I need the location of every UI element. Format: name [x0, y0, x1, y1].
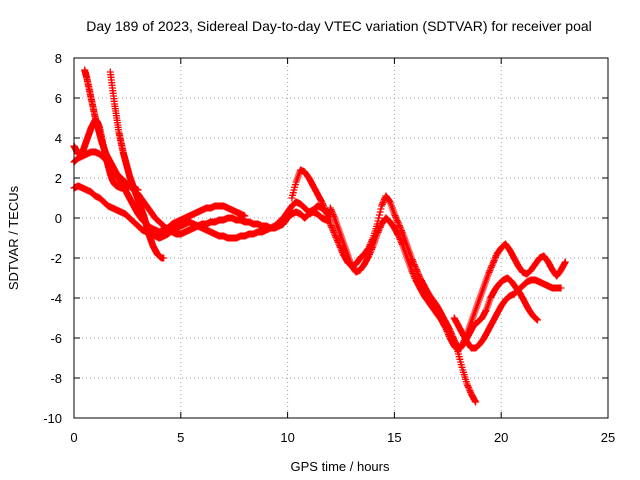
series-arc-8	[422, 274, 541, 352]
x-tick-label: 10	[280, 430, 294, 445]
y-tick-label: 2	[55, 171, 62, 186]
y-tick-label: 6	[55, 91, 62, 106]
x-tick-label: 20	[494, 430, 508, 445]
x-tick-label: 25	[601, 430, 615, 445]
x-tick-label: 5	[177, 430, 184, 445]
chart-title: Day 189 of 2023, Sidereal Day-to-day VTE…	[86, 18, 592, 34]
y-tick-label: -4	[50, 291, 62, 306]
series-markers	[422, 274, 541, 352]
y-axis-label: SDTVAR / TECUs	[6, 185, 21, 290]
y-tick-label: -8	[50, 371, 62, 386]
data-points	[70, 66, 569, 406]
y-tick-label: 0	[55, 211, 62, 226]
x-tick-label: 0	[70, 430, 77, 445]
series-markers	[288, 166, 480, 406]
y-tick-label: 8	[55, 51, 62, 66]
series-arc-9	[450, 276, 565, 352]
y-tick-label: 4	[55, 131, 62, 146]
series-arc-6	[288, 166, 480, 406]
axis-ticks: 0 5 10 15 20 25 -10 -8 -6 -4 -2 0 2 4 6 8	[43, 51, 615, 445]
y-tick-label: -6	[50, 331, 62, 346]
y-tick-label: -10	[43, 411, 62, 426]
x-axis-label: GPS time / hours	[291, 459, 390, 474]
series-markers	[450, 276, 565, 352]
x-tick-label: 15	[387, 430, 401, 445]
y-tick-label: -2	[50, 251, 62, 266]
plot-frame	[73, 57, 609, 419]
